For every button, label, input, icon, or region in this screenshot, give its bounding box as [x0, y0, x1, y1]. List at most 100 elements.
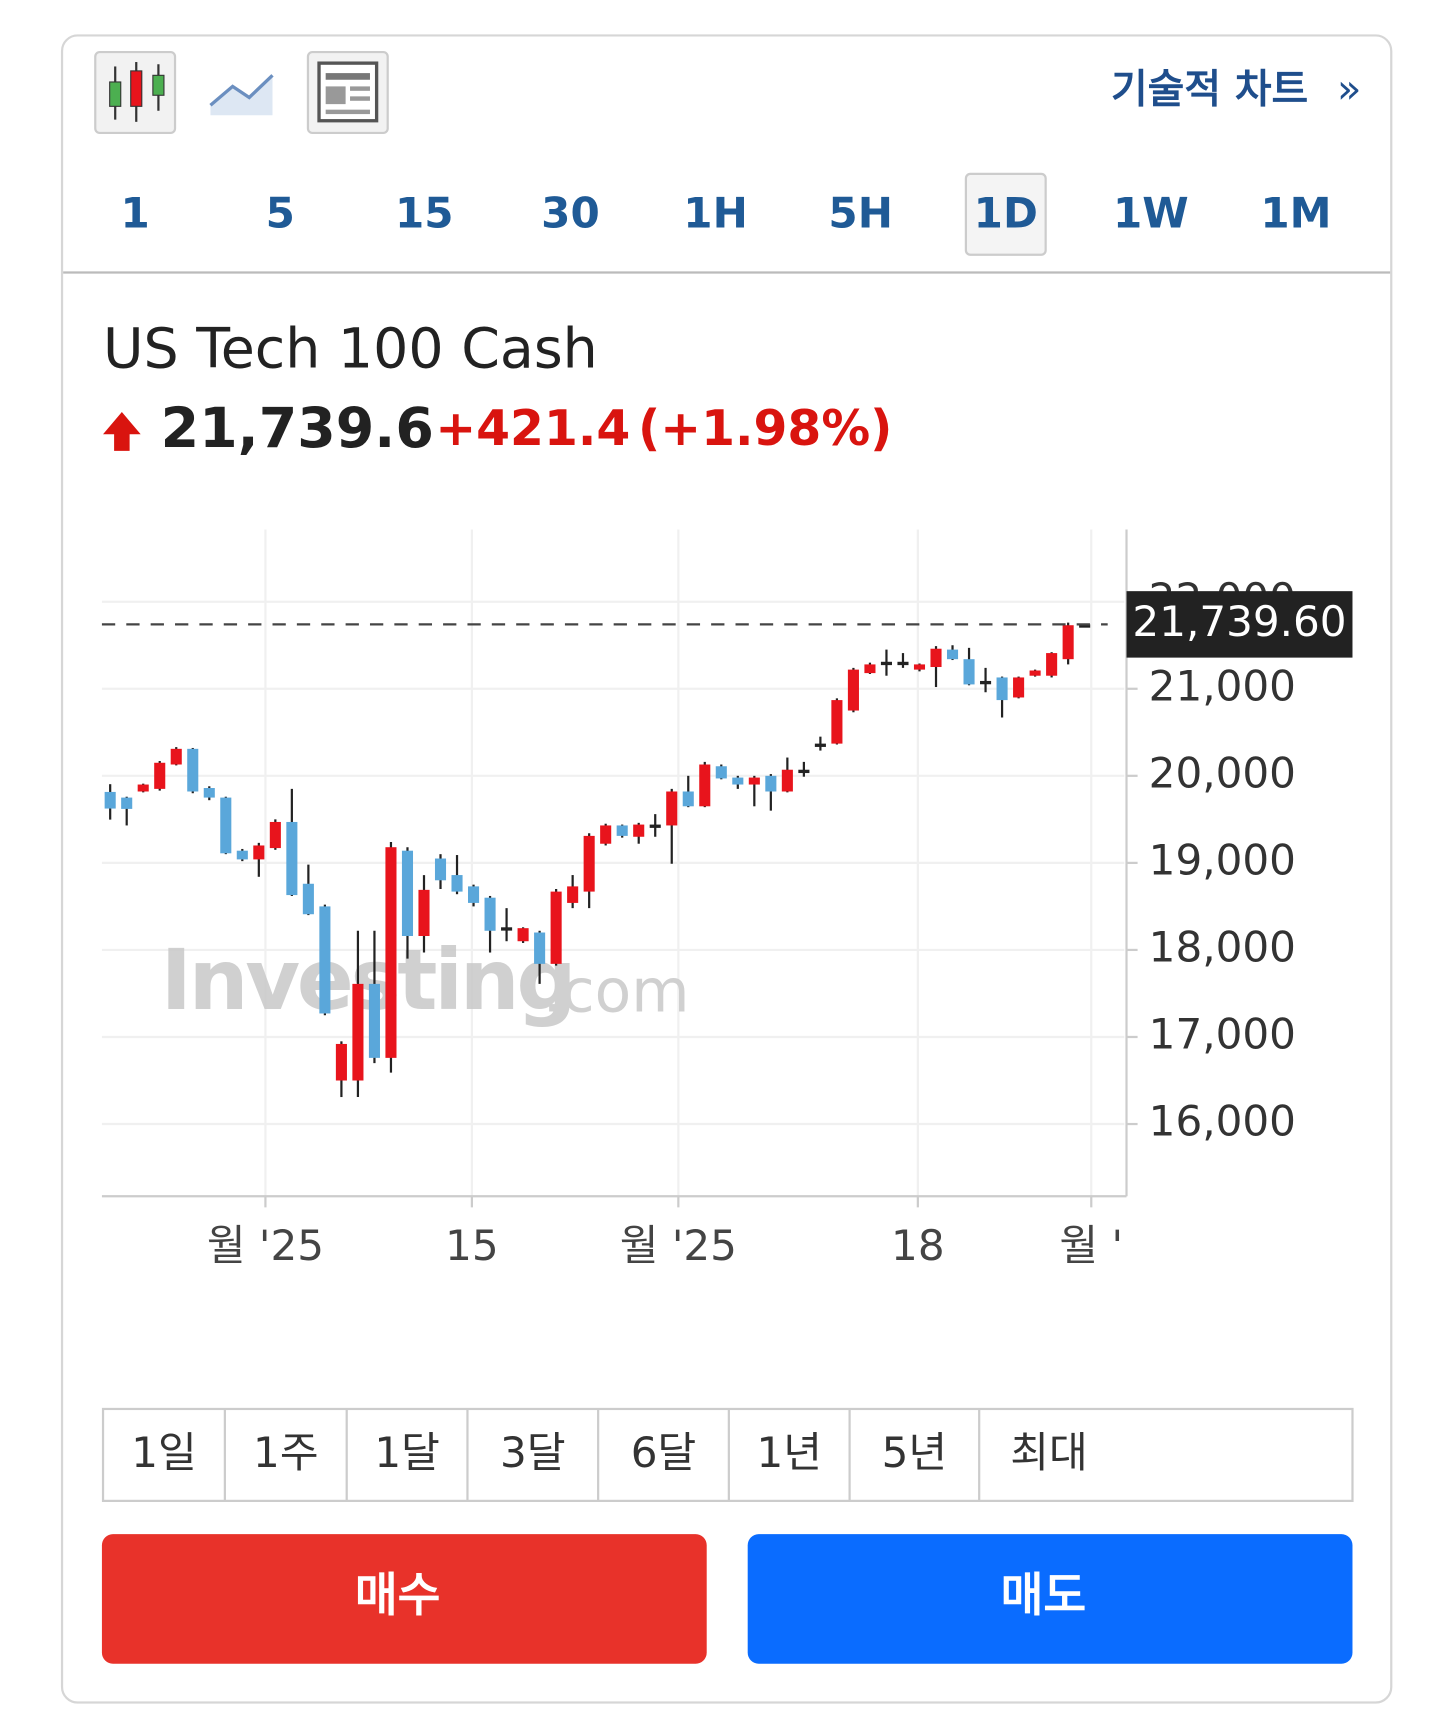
timeframe[interactable]: 1W — [1113, 188, 1189, 237]
candle-body — [468, 886, 480, 903]
range-button[interactable]: 1일 — [131, 1428, 196, 1477]
candle-body — [550, 891, 562, 964]
candle-body — [1029, 670, 1041, 676]
icon-part — [350, 96, 370, 101]
candle-body — [1079, 624, 1091, 628]
icon-part — [130, 70, 143, 107]
candle-body — [616, 825, 628, 836]
y-tick-label: 19,000 — [1149, 835, 1296, 884]
candle-body — [682, 791, 694, 807]
candle-body — [170, 748, 182, 765]
timeframe[interactable]: 30 — [541, 188, 600, 237]
candle-body — [732, 777, 744, 785]
timeframe[interactable]: 5 — [266, 188, 295, 237]
candle-body — [980, 680, 992, 685]
candle-body — [649, 824, 661, 828]
timeframe[interactable]: 1M — [1260, 188, 1331, 237]
candle-body — [600, 825, 612, 844]
candle-body — [748, 777, 760, 785]
candle-body — [187, 748, 199, 792]
y-tick-label: 16,000 — [1149, 1097, 1296, 1146]
candle-body — [847, 669, 859, 711]
x-tick-label: 18 — [891, 1221, 945, 1270]
buy-button[interactable] — [101, 1534, 707, 1664]
price: 21,739.6 — [161, 397, 434, 461]
icon-part — [152, 74, 165, 96]
range-button[interactable]: 1주 — [253, 1428, 318, 1477]
change-pct: (+1.98%) — [638, 401, 892, 457]
icon-part — [350, 86, 370, 91]
candle-body — [319, 906, 331, 1014]
range-button[interactable]: 1달 — [374, 1428, 439, 1477]
link-icon[interactable]: » — [1337, 66, 1361, 112]
candle-body — [401, 850, 414, 937]
candle-body — [814, 743, 826, 747]
icon-part — [210, 75, 273, 116]
timeframe[interactable]: 1D — [974, 188, 1038, 237]
news-icon[interactable] — [306, 50, 389, 135]
candle-body — [154, 762, 166, 789]
chart-type-area[interactable] — [209, 74, 274, 116]
chart-type-candle[interactable] — [94, 50, 177, 135]
timeframe[interactable]: 5H — [828, 188, 893, 237]
candle-body — [666, 791, 678, 826]
watermark: Investing — [161, 931, 574, 1029]
icon-part — [209, 74, 274, 107]
candle-body — [583, 835, 595, 892]
buy-label: 매수 — [355, 1568, 441, 1622]
candle-body — [534, 932, 546, 964]
tech-chart-link[interactable]: 기술적 차트 — [1111, 66, 1308, 112]
candle-body — [385, 847, 397, 1058]
candle-body — [418, 889, 430, 937]
range-button[interactable]: 6달 — [631, 1428, 696, 1477]
candle-body — [864, 664, 876, 674]
candle-body — [765, 775, 777, 792]
candle-body — [831, 700, 843, 744]
candle-body — [302, 883, 314, 915]
y-tick-label: 17,000 — [1149, 1009, 1296, 1058]
range-button[interactable]: 3달 — [500, 1428, 565, 1477]
candle-body — [946, 649, 959, 660]
timeframe[interactable]: 15 — [395, 188, 454, 237]
candle-body — [897, 661, 909, 666]
sell-button[interactable] — [747, 1534, 1353, 1664]
candle-body — [286, 821, 298, 896]
range-button[interactable]: 1년 — [756, 1428, 821, 1477]
range-buttons: 1일 1주 1달 3달 6달 1년 5년 최대 — [101, 1407, 1354, 1503]
y-tick-label: 21,000 — [1149, 661, 1296, 710]
candle-body — [880, 661, 892, 666]
icon-part — [109, 81, 122, 107]
up-arrow — [103, 412, 141, 451]
candle-body — [996, 677, 1008, 701]
chart: 16,00017,00018,00019,00020,00021,00022,0… — [101, 529, 1353, 1270]
candle-body — [930, 648, 942, 668]
sell-label: 매도 — [1001, 1568, 1087, 1622]
range-button[interactable]: 5년 — [882, 1428, 947, 1477]
watermark-suffix: .com — [543, 956, 690, 1026]
candle-body — [484, 897, 496, 931]
candle-body — [715, 766, 727, 779]
x-tick-label: 월 ' — [1059, 1221, 1123, 1270]
candle-body — [104, 791, 116, 809]
candle-body — [352, 983, 364, 1081]
candle-body — [699, 764, 711, 807]
candle-body — [451, 875, 463, 892]
y-tick-label: 20,000 — [1149, 748, 1296, 797]
x-tick-label: 15 — [445, 1221, 499, 1270]
candle-body — [501, 927, 513, 931]
candle-body — [1013, 677, 1025, 698]
x-tick-label: 월 '25 — [207, 1221, 324, 1270]
timeframe[interactable]: 1 — [121, 188, 150, 237]
candle-body — [203, 788, 215, 798]
candle-body — [913, 664, 926, 670]
last-price-box — [1126, 591, 1353, 658]
range-button[interactable]: 최대 — [1010, 1428, 1087, 1477]
candle-body — [121, 797, 133, 809]
last-price-label: 21,739.60 — [1132, 597, 1346, 646]
candle-body — [1046, 653, 1058, 676]
timeframe[interactable]: 1H — [683, 188, 748, 237]
icon-part — [325, 73, 370, 80]
candle-body — [269, 821, 281, 849]
